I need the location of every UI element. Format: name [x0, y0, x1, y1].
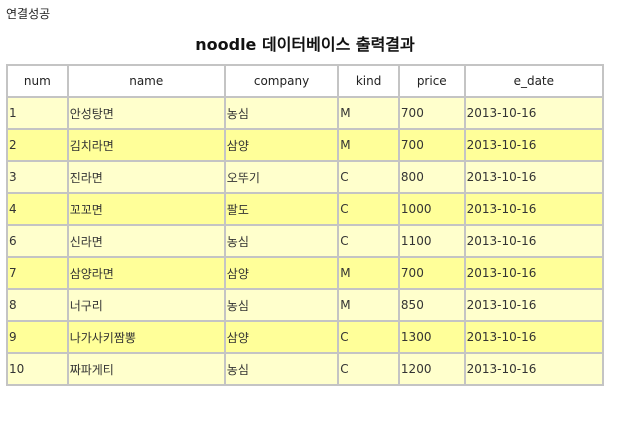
cell-e-date: 2013-10-16: [464, 353, 603, 385]
cell-company: 오뚜기: [224, 161, 339, 193]
cell-price: 700: [398, 257, 465, 289]
page-title: noodle 데이터베이스 출력결과: [195, 35, 415, 54]
table-row: 2 김치라면 삼양 M 700 2013-10-16: [7, 129, 603, 161]
cell-e-date: 2013-10-16: [464, 193, 603, 225]
table-row: 10 짜파게티 농심 C 1200 2013-10-16: [7, 353, 603, 385]
table-row: 8 너구리 농심 M 850 2013-10-16: [7, 289, 603, 321]
cell-kind: M: [338, 97, 399, 129]
cell-kind: C: [338, 161, 399, 193]
cell-price: 700: [398, 97, 465, 129]
column-header-price: price: [398, 65, 465, 97]
cell-company: 삼양: [224, 321, 339, 353]
cell-num: 1: [7, 97, 68, 129]
cell-price: 1100: [398, 225, 465, 257]
cell-company: 팔도: [224, 193, 339, 225]
cell-e-date: 2013-10-16: [464, 161, 603, 193]
cell-e-date: 2013-10-16: [464, 289, 603, 321]
cell-company: 농심: [224, 353, 339, 385]
cell-e-date: 2013-10-16: [464, 257, 603, 289]
cell-num: 4: [7, 193, 68, 225]
cell-e-date: 2013-10-16: [464, 97, 603, 129]
table-row: 7 삼양라면 삼양 M 700 2013-10-16: [7, 257, 603, 289]
cell-company: 농심: [224, 225, 339, 257]
table-row: 4 꼬꼬면 팔도 C 1000 2013-10-16: [7, 193, 603, 225]
cell-e-date: 2013-10-16: [464, 225, 603, 257]
cell-name: 신라면: [67, 225, 225, 257]
cell-price: 1000: [398, 193, 465, 225]
cell-kind: M: [338, 289, 399, 321]
cell-company: 삼양: [224, 129, 339, 161]
cell-kind: C: [338, 225, 399, 257]
cell-company: 농심: [224, 97, 339, 129]
cell-price: 1300: [398, 321, 465, 353]
cell-price: 800: [398, 161, 465, 193]
cell-kind: M: [338, 257, 399, 289]
table-row: 1 안성탕면 농심 M 700 2013-10-16: [7, 97, 603, 129]
cell-name: 너구리: [67, 289, 225, 321]
cell-e-date: 2013-10-16: [464, 129, 603, 161]
cell-kind: M: [338, 129, 399, 161]
column-header-num: num: [7, 65, 68, 97]
noodle-table: num name company kind price e_date 1 안성탕…: [6, 64, 604, 386]
cell-num: 7: [7, 257, 68, 289]
cell-price: 700: [398, 129, 465, 161]
cell-name: 짜파게티: [67, 353, 225, 385]
cell-num: 3: [7, 161, 68, 193]
column-header-name: name: [67, 65, 225, 97]
table-header-row: num name company kind price e_date: [7, 65, 603, 97]
cell-num: 9: [7, 321, 68, 353]
cell-num: 10: [7, 353, 68, 385]
table-row: 6 신라면 농심 C 1100 2013-10-16: [7, 225, 603, 257]
cell-kind: C: [338, 193, 399, 225]
cell-name: 나가사키짬뽕: [67, 321, 225, 353]
cell-name: 꼬꼬면: [67, 193, 225, 225]
cell-num: 6: [7, 225, 68, 257]
column-header-e-date: e_date: [464, 65, 603, 97]
cell-e-date: 2013-10-16: [464, 321, 603, 353]
cell-name: 안성탕면: [67, 97, 225, 129]
cell-company: 삼양: [224, 257, 339, 289]
column-header-company: company: [224, 65, 339, 97]
cell-name: 삼양라면: [67, 257, 225, 289]
cell-price: 850: [398, 289, 465, 321]
cell-company: 농심: [224, 289, 339, 321]
cell-price: 1200: [398, 353, 465, 385]
cell-num: 2: [7, 129, 68, 161]
connection-status-text: 연결성공: [6, 7, 51, 21]
cell-kind: C: [338, 353, 399, 385]
table-row: 3 진라면 오뚜기 C 800 2013-10-16: [7, 161, 603, 193]
column-header-kind: kind: [338, 65, 399, 97]
cell-kind: C: [338, 321, 399, 353]
cell-name: 김치라면: [67, 129, 225, 161]
cell-num: 8: [7, 289, 68, 321]
table-row: 9 나가사키짬뽕 삼양 C 1300 2013-10-16: [7, 321, 603, 353]
cell-name: 진라면: [67, 161, 225, 193]
